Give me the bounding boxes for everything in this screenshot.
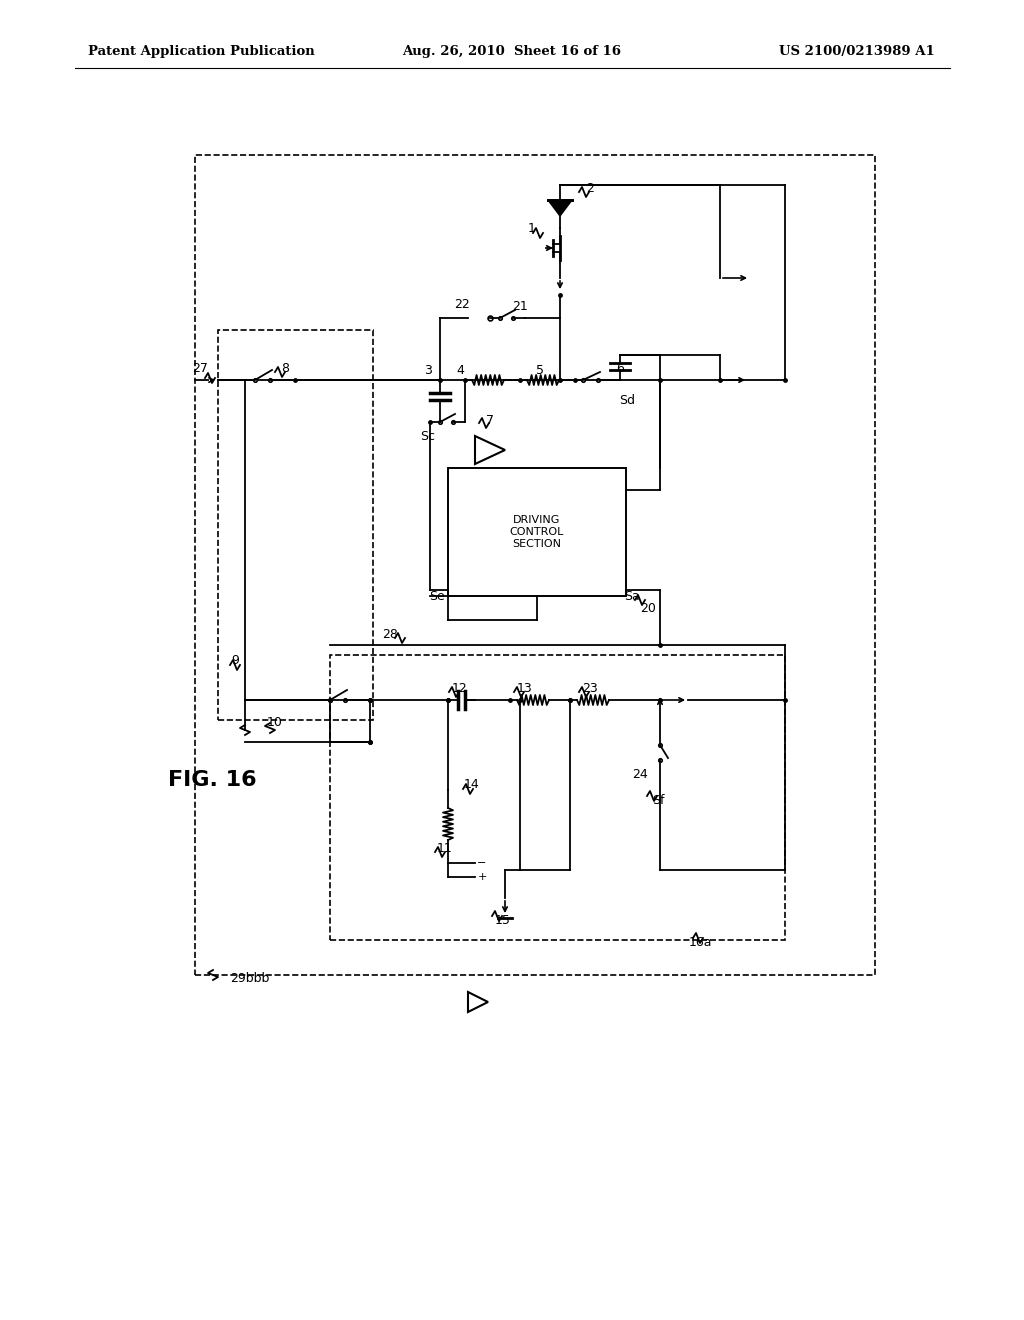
Polygon shape (468, 993, 488, 1012)
Text: 16a: 16a (688, 936, 712, 949)
Text: FIG. 16: FIG. 16 (168, 770, 257, 789)
Text: US 2100/0213989 A1: US 2100/0213989 A1 (779, 45, 935, 58)
Text: 28: 28 (382, 628, 398, 642)
Text: 4: 4 (456, 363, 464, 376)
Text: 24: 24 (632, 768, 648, 781)
Text: 8: 8 (281, 362, 289, 375)
Text: 11: 11 (437, 842, 453, 854)
Text: 21: 21 (512, 300, 528, 313)
Text: 6: 6 (616, 362, 624, 375)
Bar (449, 469, 626, 597)
Text: −: − (477, 858, 486, 869)
Text: 5: 5 (536, 363, 544, 376)
Text: 9: 9 (231, 653, 239, 667)
Text: 13: 13 (517, 681, 532, 694)
Text: Sd: Sd (618, 393, 635, 407)
Bar (195, 154, 874, 975)
Bar (330, 655, 785, 940)
Text: 15: 15 (495, 913, 511, 927)
Text: 7: 7 (486, 413, 494, 426)
Text: DRIVING
CONTROL
SECTION: DRIVING CONTROL SECTION (510, 515, 564, 549)
Text: 14: 14 (464, 779, 480, 792)
Text: 27: 27 (193, 362, 208, 375)
Polygon shape (548, 201, 572, 216)
Text: 22: 22 (454, 298, 470, 312)
Text: 12: 12 (453, 681, 468, 694)
Text: 2: 2 (586, 181, 594, 194)
Polygon shape (475, 436, 505, 465)
Text: 10: 10 (267, 715, 283, 729)
Text: 3: 3 (424, 363, 432, 376)
Bar (218, 330, 373, 719)
Text: Se: Se (429, 590, 445, 602)
Text: 20: 20 (640, 602, 656, 615)
Text: Sc: Sc (421, 429, 435, 442)
Text: +: + (477, 873, 486, 882)
Text: 1: 1 (528, 222, 536, 235)
Text: Patent Application Publication: Patent Application Publication (88, 45, 314, 58)
Text: 23: 23 (582, 681, 598, 694)
Text: Aug. 26, 2010  Sheet 16 of 16: Aug. 26, 2010 Sheet 16 of 16 (402, 45, 622, 58)
Text: Sf: Sf (651, 793, 665, 807)
Text: Sa: Sa (624, 590, 640, 602)
Text: 29bbb: 29bbb (230, 972, 269, 985)
